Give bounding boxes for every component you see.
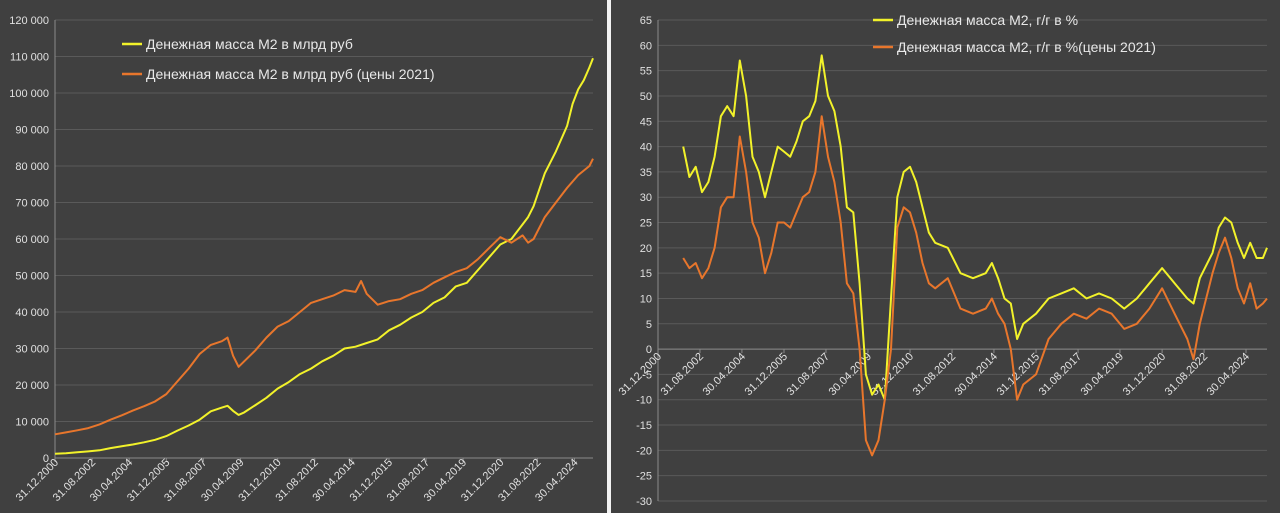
y-tick-label: 30 000 — [15, 344, 49, 356]
y-tick-label: -25 — [636, 471, 652, 483]
y-tick-label: 40 000 — [15, 307, 49, 319]
legend: Денежная масса М2 в млрд руб Денежная мас… — [122, 36, 435, 82]
legend: Денежная масса М2, г/г в % Денежная масса… — [873, 12, 1156, 55]
y-tick-label: 40 — [640, 142, 652, 154]
series-line-1 — [682, 54, 1268, 401]
series-line-2 — [682, 115, 1268, 457]
x-tick-label: 31.12.2000 — [617, 351, 664, 398]
y-tick-label: 10 — [640, 293, 652, 305]
y-tick-label: 70 000 — [15, 198, 49, 210]
legend-label: Денежная масса М2 в млрд руб (цены 2021) — [146, 66, 435, 82]
y-tick-label: 65 — [640, 15, 652, 27]
y-tick-label: 55 — [640, 66, 652, 78]
y-tick-label: 35 — [640, 167, 652, 179]
left-chart-panel: 0 10 000 20 000 30 000 40 000 50 000 60 000 70 … — [0, 0, 607, 513]
y-tick-label: -20 — [636, 445, 652, 457]
series-line-1 — [54, 57, 594, 455]
panel-divider — [607, 0, 611, 513]
y-tick-label: 10 000 — [15, 417, 49, 429]
y-tick-label: 45 — [640, 116, 652, 128]
y-tick-label: 110 000 — [10, 52, 49, 64]
m2-yoy-chart: -30 -25 -20 -15 -10 -5 0 5 10 15 20 25 30 35 40 45 50 55 6… — [617, 12, 1268, 508]
y-tick-label: 50 000 — [15, 271, 49, 283]
y-tick-label: -15 — [636, 420, 652, 432]
m2-nominal-chart: 0 10 000 20 000 30 000 40 000 50 000 60 000 70 … — [9, 15, 594, 504]
y-tick-label: 90 000 — [15, 125, 49, 137]
y-tick-label: -5 — [642, 369, 652, 381]
y-tick-label: 5 — [646, 319, 652, 331]
legend-label: Денежная масса М2 в млрд руб — [146, 36, 353, 52]
y-gridlines — [658, 19, 1267, 502]
y-tick-label: 60 000 — [15, 234, 49, 246]
y-tick-label: 60 — [640, 40, 652, 52]
y-tick-label: 50 — [640, 91, 652, 103]
y-tick-label: -10 — [636, 395, 652, 407]
y-tick-label: 15 — [640, 268, 652, 280]
legend-label: Денежная масса М2, г/г в %(цены 2021) — [897, 39, 1156, 55]
right-chart-panel: -30 -25 -20 -15 -10 -5 0 5 10 15 20 25 30 35 40 45 50 55 6… — [611, 0, 1280, 513]
y-tick-label: 100 000 — [9, 88, 49, 100]
y-tick-label: 25 — [640, 218, 652, 230]
y-tick-label: 0 — [646, 344, 652, 356]
y-tick-label: 20 — [640, 243, 652, 255]
y-tick-label: 120 000 — [9, 15, 49, 27]
y-tick-label: 0 — [43, 453, 49, 465]
y-tick-label: 30 — [640, 192, 652, 204]
y-tick-label: -30 — [636, 496, 652, 508]
legend-label: Денежная масса М2, г/г в % — [897, 12, 1078, 28]
series-line-2 — [54, 158, 594, 436]
y-gridlines — [55, 19, 593, 459]
y-tick-label: 80 000 — [15, 161, 49, 173]
y-tick-label: 20 000 — [15, 380, 49, 392]
